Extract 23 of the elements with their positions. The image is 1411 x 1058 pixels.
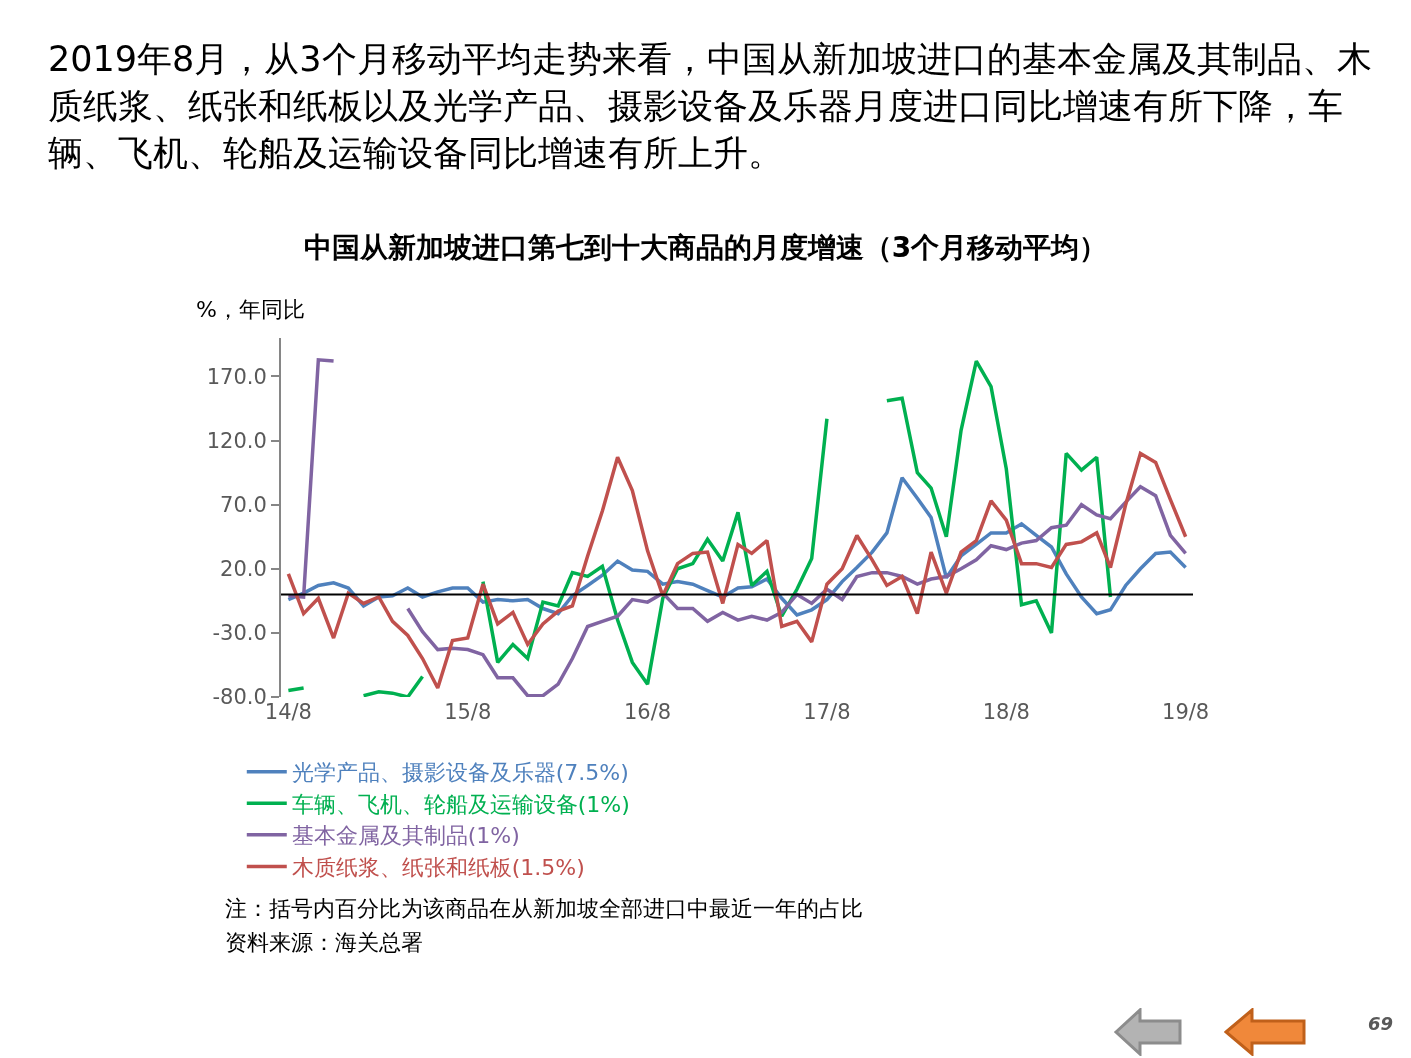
y-tick-label: 20.0: [220, 557, 267, 582]
legend-label: 光学产品、摄影设备及乐器(7.5%): [291, 760, 629, 786]
legend-label: 基本金属及其制品(1%): [291, 823, 520, 849]
y-tick-label: -30.0: [212, 621, 267, 646]
legend-label: 木质纸浆、纸张和纸板(1.5%): [291, 855, 585, 881]
x-tick-label: 17/8: [803, 700, 851, 724]
text: 注：括号内百分比为该商品在从新加坡全部进口中最近一年的占比: [225, 895, 863, 923]
x-tick-label: 16/8: [623, 700, 672, 724]
y-tick-label: -80.0: [212, 685, 267, 710]
text: 资料来源：海关总署: [225, 929, 424, 957]
text: 69: [1368, 1013, 1394, 1034]
y-tick-label: 120.0: [206, 428, 267, 453]
chart-subtitle: 2019年8月，从3个月移动平均走势来看，中国从新加坡进口的基本金属及其制品、木质纸浆、纸张和纸板以及光学产品、摄影设备及乐器月度进口同比增速有所下降，车辆、飞机、轮船及运输设备同比增速有所上升。: [48, 38, 1373, 175]
line-series: [286, 451, 1188, 690]
chart-title: 中国从新加坡进口第七到十大商品的月度增速（3个月移动平均）: [303, 231, 1108, 264]
x-tick-label: 19/8: [1162, 700, 1210, 724]
x-tick-label: 14/8: [264, 700, 312, 724]
y-tick-label: 170.0: [206, 364, 267, 389]
y-axis-title: %，年同比: [196, 297, 305, 322]
x-tick-label: 18/8: [982, 700, 1030, 724]
x-tick-label: 15/8: [444, 700, 492, 724]
legend-label: 车辆、飞机、轮船及运输设备(1%): [291, 791, 630, 817]
y-tick-label: 70.0: [220, 493, 267, 518]
